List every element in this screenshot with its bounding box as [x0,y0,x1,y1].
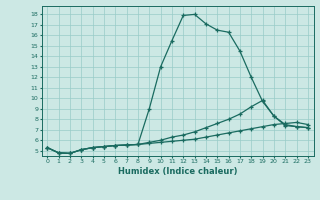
X-axis label: Humidex (Indice chaleur): Humidex (Indice chaleur) [118,167,237,176]
